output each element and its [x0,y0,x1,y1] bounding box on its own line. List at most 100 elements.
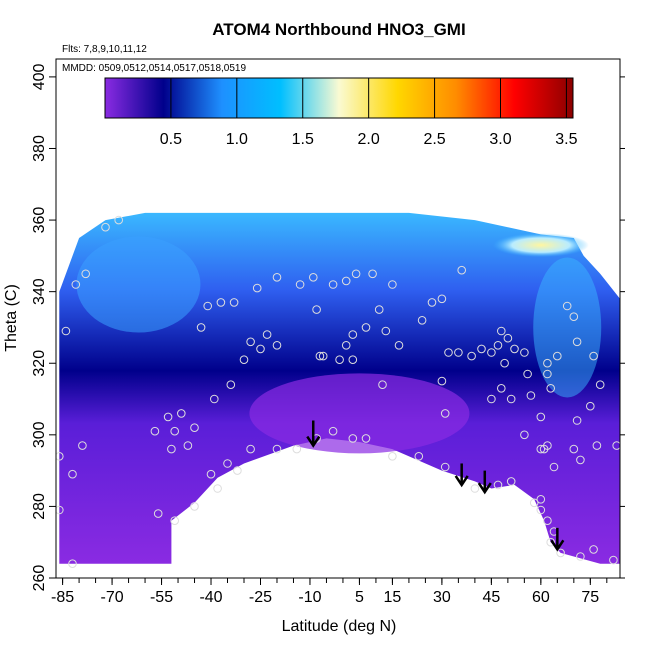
observation-point [576,552,585,561]
colorbar-tick-label: 2.5 [423,131,445,148]
observation-point [312,305,321,314]
x-tick-label: -25 [249,589,272,606]
observation-point [262,330,272,339]
observation-point [246,337,255,347]
observation-point [394,341,404,350]
observation-point [81,269,90,279]
observation-point [295,280,305,289]
observation-point [444,348,453,357]
x-tick-label: 5 [355,589,364,606]
observation-point [543,441,552,450]
observation-point [318,351,328,361]
x-axis-label: Latitude (deg N) [282,618,397,635]
observation-point [503,333,513,343]
observation-point [101,222,110,232]
observation-point [388,280,397,289]
observation-point [328,426,338,436]
observation-point [427,298,437,307]
observation-point [114,215,123,225]
observation-point [497,326,506,336]
x-tick-label: -85 [51,589,74,606]
observation-point [348,355,358,365]
observation-point [417,316,427,325]
observation-point [163,412,173,422]
arrow-marker [454,463,469,488]
observation-point [378,380,387,390]
observation-point [520,430,529,440]
colorbar-tick-label: 1.0 [226,131,248,148]
x-tick-label: 15 [384,589,402,606]
observation-point [576,455,585,465]
observation-point [454,348,463,357]
observation-point [233,466,242,475]
observation-point [216,298,226,307]
observation-point [589,545,598,554]
colorbar: 0.5 1.0 1.5 2.0 2.5 3.0 3.5 [104,77,578,148]
field-pocket-south [76,236,201,333]
data-field [59,212,620,564]
observation-point [572,337,582,347]
observation-point [190,502,199,511]
observation-point [500,358,509,368]
observation-point [506,394,516,404]
observation-point [348,330,358,339]
observation-point [56,505,64,515]
y-axis: 260 280 300 320 340 360 380 400 [31,63,625,591]
y-tick-label: 360 [31,207,48,234]
y-tick-label: 320 [31,350,48,377]
plot-frame [55,58,621,579]
observation-point [609,555,618,565]
colorbar-tick-label: 1.5 [292,131,314,148]
observation-point [256,344,265,354]
observation-point [272,444,282,454]
observation-point [272,341,282,350]
observation-point [213,484,222,493]
observation-point [239,355,249,365]
observation-point [493,480,503,490]
observation-point [388,452,397,461]
observation-point [572,416,582,425]
arrow-marker [477,470,492,495]
observation-point [506,477,516,486]
arrow-marker [306,420,321,448]
observation-point [153,509,163,518]
arrow-marker [550,527,565,552]
observation-point [457,265,467,275]
x-axis: -85 -70 -55 -40 -25 -10 5 15 30 45 60 75 [51,578,608,606]
observation-point [543,516,552,526]
observation-point [341,341,351,350]
x-tick-label: -40 [199,589,222,606]
observation-point [190,423,199,433]
observation-point [68,469,77,479]
observation-point [78,441,87,450]
observation-point [246,444,255,454]
x-tick-label: 45 [482,589,500,606]
field-pocket-north [533,257,602,398]
observation-point [223,459,232,468]
arrow-markers [306,420,565,552]
observation-point [206,469,216,479]
observation-point [292,444,302,454]
observation-point [562,301,572,311]
observation-point [529,498,539,508]
observation-point [315,351,325,361]
observation-point [56,452,64,461]
y-tick-label: 280 [31,493,48,520]
observation-point [170,516,179,526]
observation-point [196,323,206,332]
y-tick-label: 260 [31,565,48,592]
observation-point [477,344,486,354]
observation-point [226,380,236,390]
observation-point [497,384,506,393]
observation-point [210,394,219,404]
x-tick-label: 30 [433,589,451,606]
colorbar-tick-label: 3.0 [489,131,511,148]
observation-point [520,348,529,357]
flights-annotation: Flts: 7,8,9,10,11,12 [62,44,147,55]
observation-point [361,434,371,443]
observation-point [368,269,377,279]
observation-point [556,548,565,558]
x-tick-label: 60 [532,589,550,606]
observation-point [612,441,620,450]
